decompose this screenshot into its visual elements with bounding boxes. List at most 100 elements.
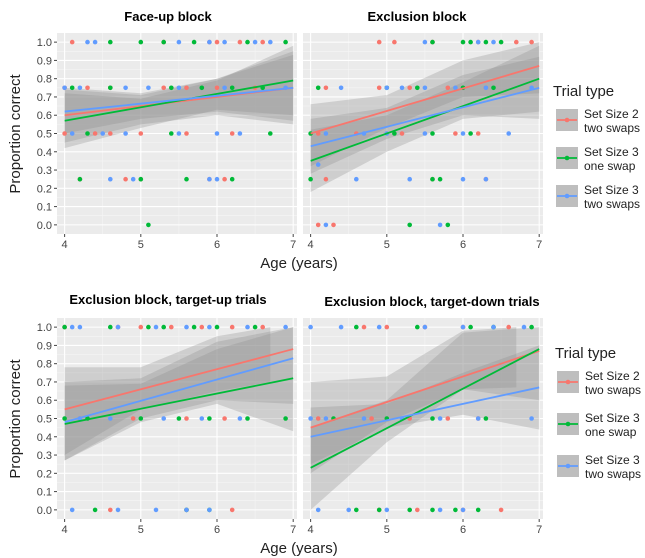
data-point <box>445 416 451 421</box>
data-point <box>108 416 113 421</box>
data-point <box>214 324 220 330</box>
data-point <box>384 324 390 330</box>
data-point <box>100 131 105 136</box>
x-tick-label: 5 <box>138 524 144 536</box>
confidence-band <box>64 54 294 134</box>
data-point <box>506 324 512 330</box>
data-point <box>483 39 489 45</box>
data-point <box>214 85 220 91</box>
data-point <box>323 222 329 228</box>
data-point <box>207 416 212 421</box>
data-point <box>92 39 98 45</box>
data-point <box>161 416 166 421</box>
data-point <box>407 507 413 513</box>
y-tick-label: 0.8 <box>37 359 52 371</box>
data-point <box>430 176 435 182</box>
legend-label-line1: Set Size 3 <box>584 183 639 197</box>
legend-bottom-title: Trial type <box>555 345 616 362</box>
data-point <box>207 39 212 45</box>
data-point <box>384 507 390 513</box>
panel-title: Exclusion block, target-down trials <box>324 294 539 309</box>
data-point <box>169 131 174 136</box>
data-point <box>237 39 243 45</box>
data-point <box>108 39 113 45</box>
legend-label-line1: Set Size 2 <box>584 107 639 121</box>
data-point <box>415 85 420 91</box>
data-point <box>191 324 197 330</box>
data-point <box>176 39 182 45</box>
data-point <box>283 324 288 330</box>
data-point <box>506 131 512 136</box>
data-point <box>184 507 189 513</box>
fit-line <box>64 377 294 425</box>
confidence-band <box>310 327 540 510</box>
data-point <box>475 131 481 136</box>
data-point <box>69 85 75 91</box>
data-point <box>338 324 344 330</box>
data-point <box>69 39 75 45</box>
data-point <box>229 176 235 182</box>
data-point <box>214 39 220 45</box>
data-point <box>92 131 98 136</box>
legend-label-line1: Set Size 3 <box>584 145 639 159</box>
data-point <box>376 507 382 513</box>
fit-line <box>310 348 540 469</box>
data-point <box>331 222 336 228</box>
data-point <box>229 85 235 91</box>
data-point <box>237 131 243 136</box>
data-point <box>153 507 159 513</box>
data-point <box>207 324 212 330</box>
data-point <box>415 507 420 513</box>
data-point <box>491 324 496 330</box>
data-point <box>529 39 534 45</box>
data-point <box>354 507 359 513</box>
data-point <box>354 176 359 182</box>
panel-title: Face-up block <box>124 9 212 24</box>
panel-1: 4 5 6 7 0.0 0.1 0.2 0.3 0.4 0.5 0.6 0.7 0.8 0.9 1.0 Fac… <box>37 9 297 251</box>
data-point <box>323 176 329 182</box>
data-point <box>176 85 182 91</box>
fit-line <box>64 357 294 424</box>
data-point <box>483 176 489 182</box>
data-point <box>430 507 435 513</box>
confidence-band <box>310 327 517 474</box>
data-point <box>315 507 321 513</box>
data-point <box>138 416 144 421</box>
data-point <box>376 85 382 91</box>
data-point <box>176 131 182 136</box>
data-point <box>453 507 458 513</box>
data-point <box>199 416 205 421</box>
data-point <box>85 131 90 136</box>
y-tick-label: 0.6 <box>37 110 52 122</box>
top-x-axis-label: Age (years) <box>260 255 338 272</box>
y-tick-label: 1.0 <box>37 37 52 49</box>
y-tick-label: 0.3 <box>37 450 52 462</box>
data-point <box>115 507 121 513</box>
confidence-band <box>64 45 294 149</box>
legend-label-line2: two swaps <box>585 467 641 481</box>
panel-title: Exclusion block <box>368 9 468 24</box>
data-point <box>323 416 329 421</box>
data-point <box>268 131 273 136</box>
fit-line <box>310 77 540 162</box>
data-point <box>108 507 113 513</box>
data-point <box>415 324 420 330</box>
confidence-band <box>310 56 540 174</box>
legend-label-line1: Set Size 3 <box>585 453 640 467</box>
data-point <box>138 39 144 45</box>
data-point <box>453 131 458 136</box>
y-tick-label: 0.7 <box>37 92 52 104</box>
fit-line <box>310 386 540 438</box>
x-tick-label: 4 <box>308 239 314 251</box>
data-point <box>138 131 144 136</box>
data-point <box>222 85 227 91</box>
data-point <box>92 507 98 513</box>
data-point <box>268 39 273 45</box>
data-point <box>123 131 128 136</box>
data-point <box>85 85 90 91</box>
y-tick-label: 0.9 <box>37 340 52 352</box>
data-point <box>315 416 321 421</box>
